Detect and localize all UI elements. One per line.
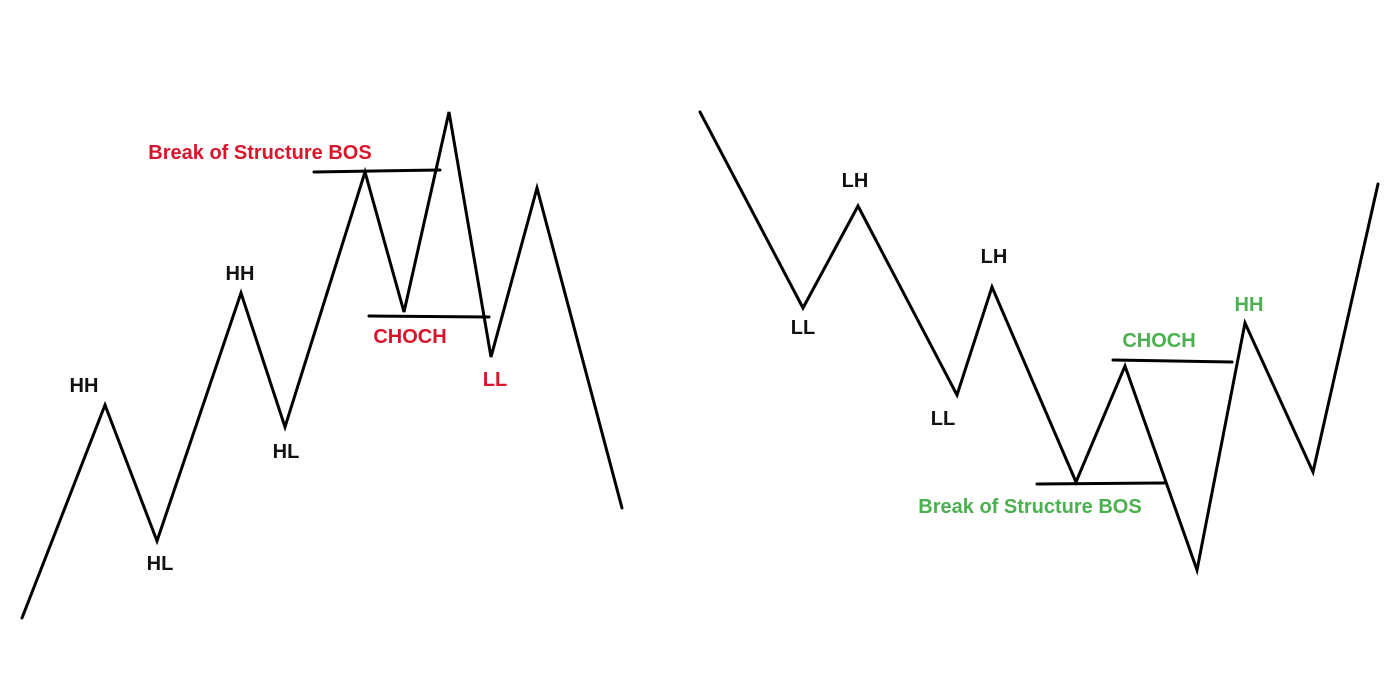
right-label-bos: Break of Structure BOS	[918, 496, 1141, 518]
left-label-hl-1: HL	[147, 553, 174, 575]
right-label-hh: HH	[1235, 294, 1264, 316]
left-structure-diagram: HH HL HH HL Break of Structure BOS CHOCH…	[20, 111, 624, 620]
right-label-lh-2: LH	[981, 246, 1008, 268]
left-label-hl-2: HL	[273, 441, 300, 463]
left-price-path	[20, 111, 624, 620]
left-label-bos: Break of Structure BOS	[148, 142, 371, 164]
left-label-hh-1: HH	[70, 375, 99, 397]
right-choch-level-line	[1111, 358, 1234, 364]
left-label-choch: CHOCH	[373, 326, 446, 348]
left-label-ll: LL	[483, 369, 507, 391]
left-choch-level-line	[367, 314, 491, 319]
right-label-ll-1: LL	[791, 317, 815, 339]
right-label-ll-2: LL	[931, 408, 955, 430]
right-label-lh-1: LH	[842, 170, 869, 192]
right-price-path	[698, 110, 1380, 576]
right-label-choch: CHOCH	[1122, 330, 1195, 352]
right-structure-diagram: LL LH LL LH CHOCH HH Break of Structure …	[698, 110, 1380, 576]
left-label-hh-2: HH	[226, 263, 255, 285]
left-bos-level-line	[312, 168, 442, 174]
right-bos-level-line	[1035, 481, 1167, 486]
